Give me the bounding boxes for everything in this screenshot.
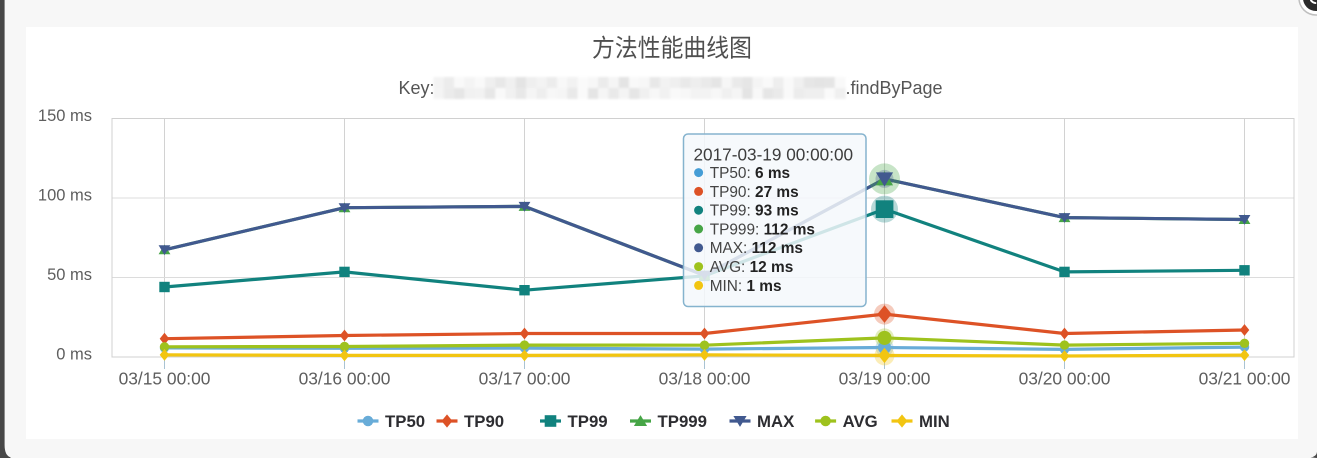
svg-text:Key:: Key: <box>399 78 435 98</box>
svg-text:TP99: TP99 <box>568 412 608 431</box>
svg-text:03/16 00:00: 03/16 00:00 <box>299 368 391 388</box>
svg-text:0 ms: 0 ms <box>56 346 92 364</box>
svg-text:TP999: TP999 <box>658 412 707 431</box>
svg-text:MIN: 1 ms: MIN: 1 ms <box>710 278 782 295</box>
svg-text:TP99: 93 ms: TP99: 93 ms <box>710 203 799 220</box>
svg-text:100 ms: 100 ms <box>38 187 92 205</box>
svg-text:AVG: 12 ms: AVG: 12 ms <box>710 259 794 276</box>
svg-text:TP999: 112 ms: TP999: 112 ms <box>710 221 815 238</box>
svg-text:03/15 00:00: 03/15 00:00 <box>119 368 211 388</box>
svg-text:2017-03-19 00:00:00: 2017-03-19 00:00:00 <box>694 144 854 164</box>
svg-text:MAX: MAX <box>757 412 795 431</box>
svg-text:MAX: 112 ms: MAX: 112 ms <box>710 240 803 257</box>
svg-text:TP50: 6 ms: TP50: 6 ms <box>710 165 790 182</box>
svg-text:03/20 00:00: 03/20 00:00 <box>1019 368 1111 388</box>
svg-text:03/17 00:00: 03/17 00:00 <box>479 368 571 388</box>
svg-text:TP90: 27 ms: TP90: 27 ms <box>710 184 799 201</box>
svg-text:150 ms: 150 ms <box>38 107 92 125</box>
svg-text:TP50: TP50 <box>385 412 425 431</box>
svg-text:.findByPage: .findByPage <box>846 78 943 98</box>
svg-text:03/19 00:00: 03/19 00:00 <box>839 368 931 388</box>
svg-text:03/18 00:00: 03/18 00:00 <box>659 368 751 388</box>
svg-text:MIN: MIN <box>919 412 950 431</box>
svg-text:AVG: AVG <box>843 412 878 431</box>
svg-text:03/21 00:00: 03/21 00:00 <box>1199 368 1291 388</box>
svg-text:TP90: TP90 <box>464 412 504 431</box>
svg-text:50 ms: 50 ms <box>47 266 92 284</box>
